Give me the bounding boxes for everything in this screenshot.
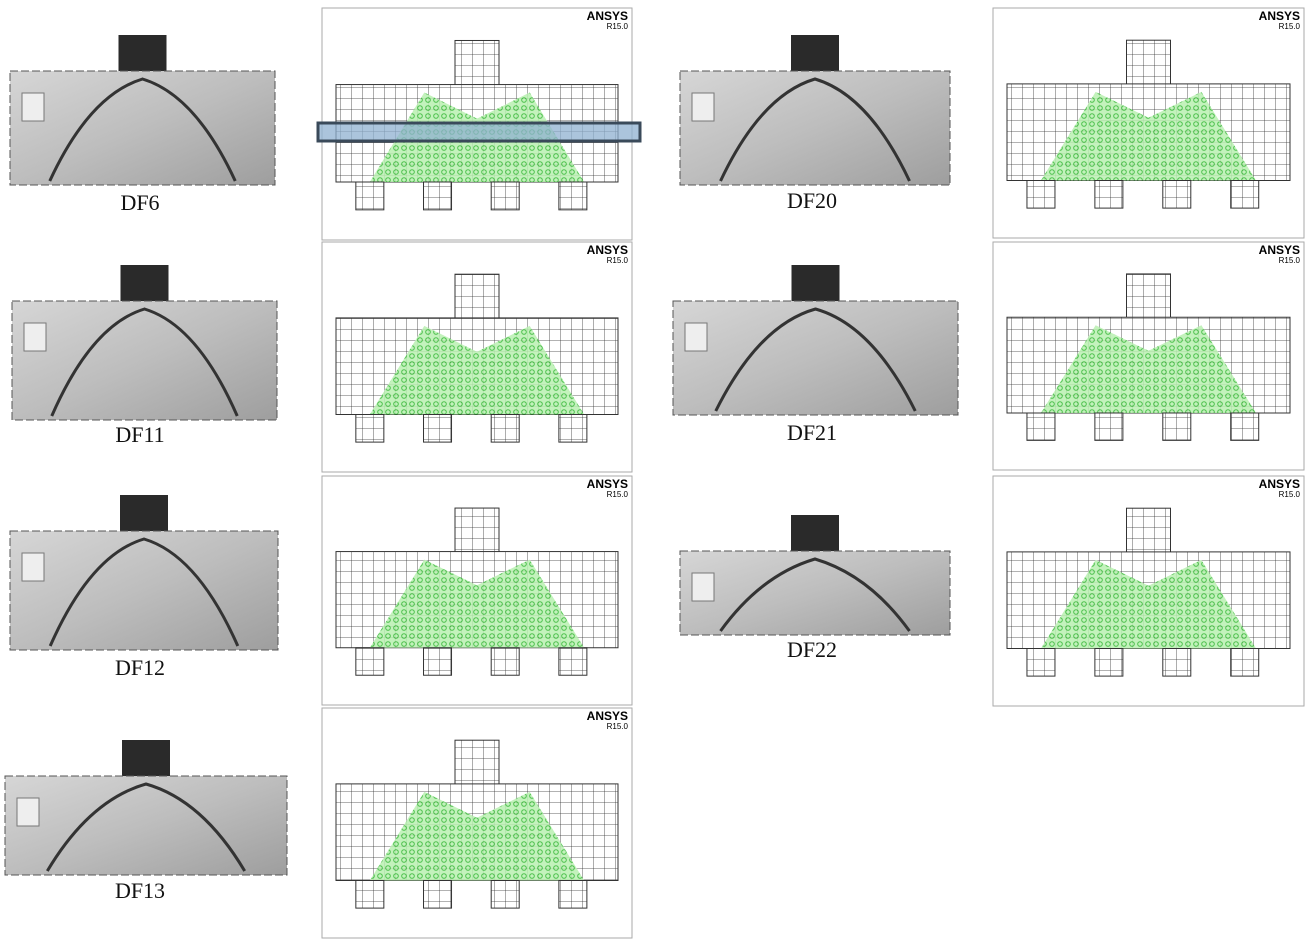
specimen-photo bbox=[673, 265, 958, 415]
support-mesh bbox=[424, 415, 452, 443]
support-mesh bbox=[1231, 413, 1259, 440]
support-mesh bbox=[356, 415, 384, 443]
support-mesh bbox=[424, 182, 452, 210]
specimen-photo bbox=[12, 265, 277, 420]
loading-block bbox=[122, 740, 170, 778]
support-mesh bbox=[1163, 181, 1191, 209]
support-mesh bbox=[1163, 413, 1191, 440]
support-mesh bbox=[1095, 181, 1123, 209]
support-mesh bbox=[1163, 649, 1191, 677]
support-mesh bbox=[1095, 649, 1123, 677]
software-version: R15.0 bbox=[1279, 22, 1301, 31]
specimen-label: DF21 bbox=[787, 420, 837, 445]
beam bbox=[680, 71, 950, 185]
specimen-tag bbox=[685, 323, 707, 351]
specimen-photo bbox=[5, 740, 287, 875]
column-mesh bbox=[1127, 274, 1171, 320]
support-mesh bbox=[424, 648, 452, 675]
specimen-photo bbox=[680, 515, 950, 635]
loading-block bbox=[119, 35, 167, 73]
column-mesh bbox=[455, 740, 499, 786]
specimen-label: DF13 bbox=[115, 878, 165, 903]
loading-block bbox=[120, 495, 168, 533]
figure: DF6ANSYSR15.0DF11ANSYSR15.0DF12ANSYSR15.… bbox=[0, 0, 1309, 940]
software-brand: ANSYS bbox=[587, 709, 628, 723]
specimen-photo bbox=[680, 35, 950, 185]
column-mesh bbox=[455, 40, 499, 86]
support-mesh bbox=[559, 881, 587, 909]
specimen-label: DF22 bbox=[787, 637, 837, 662]
beam bbox=[680, 551, 950, 635]
highlight-band bbox=[318, 123, 640, 141]
specimen-label: DF12 bbox=[115, 655, 165, 680]
support-mesh bbox=[424, 881, 452, 909]
specimen-tag bbox=[22, 93, 44, 121]
specimen-tag bbox=[22, 553, 44, 581]
loading-block bbox=[791, 515, 839, 553]
specimen-tag bbox=[692, 573, 714, 601]
support-mesh bbox=[1231, 649, 1259, 677]
specimen-tag bbox=[692, 93, 714, 121]
beam bbox=[673, 301, 958, 415]
support-mesh bbox=[491, 415, 519, 443]
software-version: R15.0 bbox=[607, 22, 629, 31]
specimen-tag bbox=[24, 323, 46, 351]
support-mesh bbox=[1231, 181, 1259, 209]
loading-block bbox=[791, 35, 839, 73]
support-mesh bbox=[356, 182, 384, 210]
beam bbox=[12, 301, 277, 420]
software-version: R15.0 bbox=[607, 490, 629, 499]
beam bbox=[10, 531, 278, 650]
software-brand: ANSYS bbox=[1259, 477, 1300, 491]
software-brand: ANSYS bbox=[587, 243, 628, 257]
support-mesh bbox=[559, 415, 587, 443]
software-brand: ANSYS bbox=[587, 9, 628, 23]
specimen-label: DF20 bbox=[787, 188, 837, 213]
specimen-label: DF6 bbox=[120, 190, 159, 215]
software-version: R15.0 bbox=[607, 722, 629, 731]
software-version: R15.0 bbox=[1279, 490, 1301, 499]
support-mesh bbox=[356, 648, 384, 675]
support-mesh bbox=[1027, 649, 1055, 677]
support-mesh bbox=[559, 182, 587, 210]
software-version: R15.0 bbox=[1279, 256, 1301, 265]
beam bbox=[5, 776, 287, 875]
specimen-photo bbox=[10, 495, 278, 650]
support-mesh bbox=[491, 182, 519, 210]
column-mesh bbox=[455, 274, 499, 320]
specimen-photo bbox=[10, 35, 275, 185]
support-mesh bbox=[1095, 413, 1123, 440]
software-brand: ANSYS bbox=[1259, 9, 1300, 23]
software-brand: ANSYS bbox=[587, 477, 628, 491]
column-mesh bbox=[1127, 40, 1171, 86]
support-mesh bbox=[491, 881, 519, 909]
support-mesh bbox=[559, 648, 587, 675]
support-mesh bbox=[356, 881, 384, 909]
column-mesh bbox=[1127, 508, 1171, 554]
specimen-tag bbox=[17, 798, 39, 826]
specimen-label: DF11 bbox=[115, 422, 164, 447]
support-mesh bbox=[1027, 181, 1055, 209]
loading-block bbox=[792, 265, 840, 303]
support-mesh bbox=[1027, 413, 1055, 440]
software-version: R15.0 bbox=[607, 256, 629, 265]
support-mesh bbox=[491, 648, 519, 675]
loading-block bbox=[121, 265, 169, 303]
column-mesh bbox=[455, 508, 499, 554]
beam bbox=[10, 71, 275, 185]
software-brand: ANSYS bbox=[1259, 243, 1300, 257]
